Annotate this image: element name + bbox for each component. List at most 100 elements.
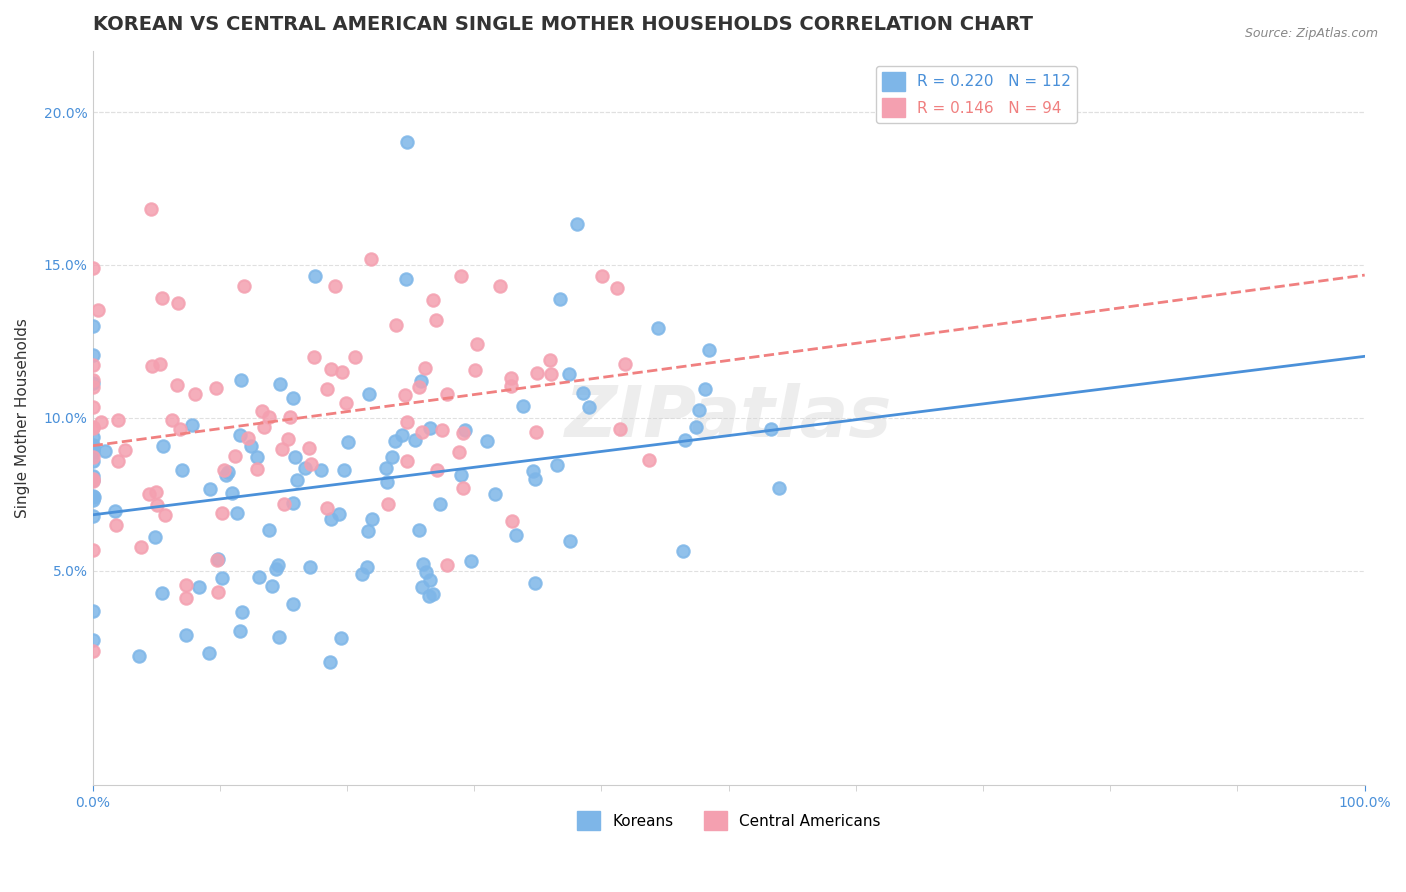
Point (141, 359, 163, 373)
Point (512, 399, 534, 413)
Point (257, 524, 280, 538)
Point (375, 461, 398, 475)
Point (83, 490, 105, 504)
Point (82, 472, 104, 486)
Point (425, 313, 447, 327)
Point (82, 473, 104, 487)
Point (188, 580, 211, 594)
Point (688, 403, 710, 417)
Point (87, 303, 110, 318)
Point (418, 589, 440, 603)
Point (207, 585, 229, 599)
Point (697, 343, 720, 358)
Point (82, 508, 104, 523)
Point (257, 410, 280, 425)
Point (82, 474, 104, 488)
Point (107, 453, 129, 467)
Point (411, 374, 433, 388)
Point (267, 630, 290, 644)
Point (361, 512, 384, 526)
Text: ZIPatlas: ZIPatlas (565, 384, 893, 452)
Point (250, 403, 273, 417)
Point (145, 485, 167, 500)
Point (184, 387, 207, 401)
Point (247, 570, 270, 584)
Point (82, 261, 104, 276)
Point (685, 420, 707, 434)
Point (207, 551, 229, 566)
Point (181, 417, 204, 432)
Point (172, 462, 194, 476)
Text: Source: ZipAtlas.com: Source: ZipAtlas.com (1244, 27, 1378, 40)
Point (138, 487, 160, 501)
Point (233, 279, 256, 293)
Point (270, 442, 292, 457)
Point (82, 400, 104, 414)
Point (167, 295, 190, 310)
Point (591, 268, 613, 283)
Point (204, 381, 226, 395)
Point (419, 573, 441, 587)
Y-axis label: Single Mother Households: Single Mother Households (15, 318, 30, 518)
Point (499, 371, 522, 385)
Point (211, 506, 233, 520)
Point (82, 420, 104, 434)
Point (82, 444, 104, 458)
Point (107, 413, 129, 427)
Point (360, 252, 382, 267)
Point (82, 441, 104, 455)
Point (315, 500, 337, 515)
Point (672, 543, 695, 558)
Point (236, 432, 259, 446)
Point (231, 605, 253, 619)
Point (330, 632, 353, 646)
Point (540, 367, 562, 381)
Point (453, 423, 475, 437)
Point (294, 460, 316, 475)
Point (89, 415, 111, 429)
Point (283, 495, 305, 509)
Point (94, 443, 117, 458)
Point (447, 445, 470, 459)
Point (614, 357, 637, 371)
Point (229, 624, 252, 638)
Point (273, 497, 295, 511)
Point (150, 291, 173, 305)
Point (422, 293, 444, 307)
Point (82, 453, 104, 467)
Point (404, 433, 426, 447)
Point (408, 380, 430, 394)
Point (155, 508, 177, 522)
Point (560, 534, 582, 549)
Point (174, 577, 197, 591)
Point (391, 427, 413, 442)
Point (321, 361, 343, 376)
Point (464, 363, 486, 377)
Point (82, 438, 104, 452)
Point (299, 457, 322, 471)
Point (82, 492, 104, 507)
Point (606, 281, 628, 295)
Point (224, 449, 246, 463)
Point (395, 454, 418, 468)
Point (239, 439, 262, 453)
Point (82, 373, 104, 387)
Point (343, 350, 366, 364)
Point (328, 508, 350, 522)
Point (385, 318, 408, 332)
Point (226, 506, 249, 520)
Point (267, 558, 290, 573)
Point (229, 373, 252, 387)
Point (264, 562, 287, 576)
Point (430, 423, 453, 437)
Point (323, 279, 346, 293)
Point (143, 530, 166, 544)
Point (429, 497, 451, 511)
Point (395, 272, 418, 286)
Point (488, 278, 510, 293)
Point (436, 558, 458, 573)
Point (82, 421, 104, 435)
Point (384, 434, 406, 449)
Point (82, 430, 104, 444)
Point (269, 376, 291, 391)
